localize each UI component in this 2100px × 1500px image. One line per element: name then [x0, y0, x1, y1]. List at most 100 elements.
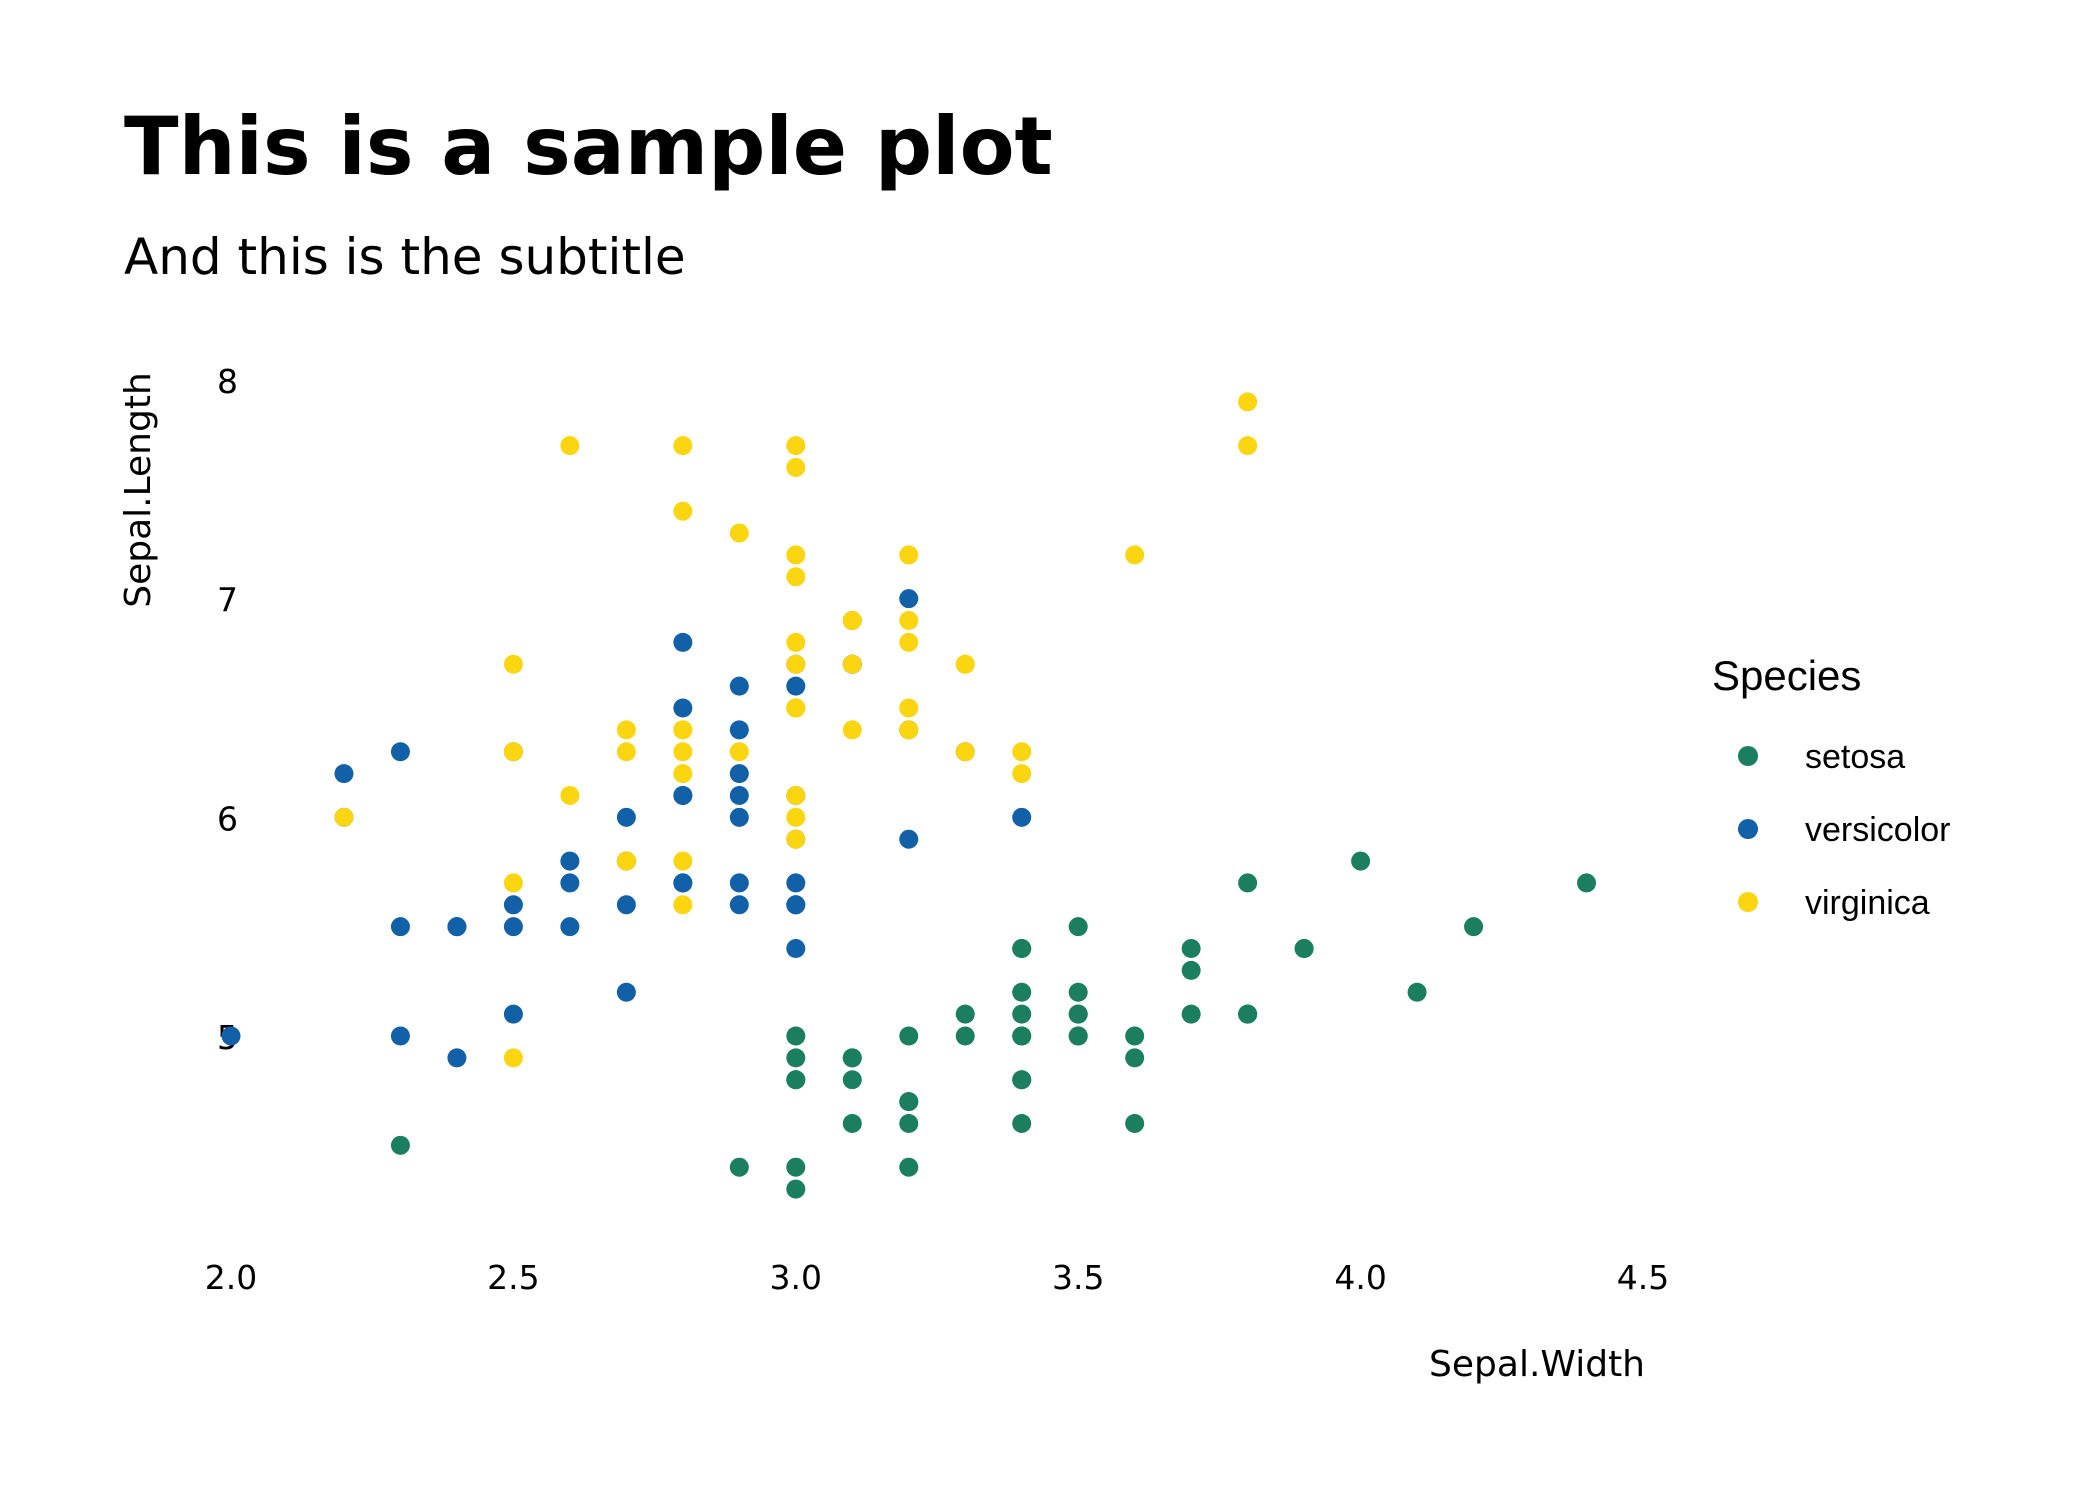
point-versicolor: [560, 873, 580, 893]
point-virginica: [786, 698, 806, 718]
point-virginica: [334, 807, 354, 827]
point-versicolor: [390, 742, 410, 762]
point-virginica: [955, 654, 975, 674]
point-setosa: [1351, 851, 1371, 871]
chart-title: This is a sample plot: [124, 100, 1053, 193]
point-virginica: [786, 829, 806, 849]
point-versicolor: [786, 939, 806, 959]
point-setosa: [1012, 1004, 1032, 1024]
point-versicolor: [447, 917, 467, 937]
point-setosa: [899, 1157, 919, 1177]
point-virginica: [503, 873, 523, 893]
point-setosa: [786, 1157, 806, 1177]
point-virginica: [786, 654, 806, 674]
y-tick-label: 8: [217, 362, 238, 401]
point-virginica: [786, 545, 806, 565]
legend-key-versicolor: [1738, 819, 1758, 839]
point-setosa: [1068, 1004, 1088, 1024]
legend-title: Species: [1712, 652, 1861, 699]
point-virginica: [899, 611, 919, 631]
point-virginica: [1238, 392, 1258, 412]
point-virginica: [842, 654, 862, 674]
y-tick-label: 7: [217, 581, 238, 620]
point-virginica: [786, 785, 806, 805]
x-axis: 2.0 2.5 3.0 3.5 4.0 4.5: [205, 1258, 1669, 1297]
series-versicolor: [221, 589, 1032, 1068]
x-tick-label: 3.5: [1052, 1258, 1104, 1297]
point-virginica: [673, 436, 693, 456]
point-virginica: [899, 545, 919, 565]
point-setosa: [1464, 917, 1484, 937]
point-versicolor: [616, 807, 636, 827]
point-setosa: [1238, 873, 1258, 893]
point-setosa: [729, 1157, 749, 1177]
point-setosa: [1238, 1004, 1258, 1024]
point-versicolor: [560, 851, 580, 871]
point-versicolor: [390, 917, 410, 937]
point-setosa: [899, 1026, 919, 1046]
point-virginica: [503, 1048, 523, 1068]
point-versicolor: [503, 917, 523, 937]
point-setosa: [1012, 939, 1032, 959]
x-tick-label: 3.0: [770, 1258, 822, 1297]
point-versicolor: [616, 982, 636, 1002]
point-setosa: [842, 1048, 862, 1068]
point-versicolor: [729, 676, 749, 696]
point-setosa: [390, 1135, 410, 1155]
point-versicolor: [786, 895, 806, 915]
x-axis-title: Sepal.Width: [1429, 1344, 1645, 1385]
point-virginica: [786, 567, 806, 587]
point-versicolor: [729, 720, 749, 740]
point-virginica: [673, 851, 693, 871]
point-virginica: [673, 720, 693, 740]
x-tick-label: 2.5: [487, 1258, 539, 1297]
series-setosa: [390, 851, 1597, 1199]
point-setosa: [1181, 939, 1201, 959]
point-versicolor: [1012, 807, 1032, 827]
point-virginica: [616, 742, 636, 762]
point-virginica: [786, 807, 806, 827]
point-setosa: [1012, 1113, 1032, 1133]
point-versicolor: [503, 1004, 523, 1024]
x-tick-label: 4.0: [1334, 1258, 1386, 1297]
point-versicolor: [729, 895, 749, 915]
point-setosa: [1125, 1026, 1145, 1046]
point-versicolor: [673, 698, 693, 718]
point-virginica: [560, 436, 580, 456]
legend-label-virginica: virginica: [1805, 884, 1930, 922]
point-setosa: [1012, 982, 1032, 1002]
point-versicolor: [729, 873, 749, 893]
point-virginica: [560, 785, 580, 805]
point-versicolor: [673, 873, 693, 893]
point-setosa: [786, 1026, 806, 1046]
point-setosa: [1068, 982, 1088, 1002]
point-setosa: [1068, 917, 1088, 937]
point-versicolor: [673, 785, 693, 805]
point-versicolor: [447, 1048, 467, 1068]
point-setosa: [1577, 873, 1597, 893]
point-setosa: [786, 1070, 806, 1090]
point-versicolor: [786, 676, 806, 696]
point-setosa: [955, 1026, 975, 1046]
point-versicolor: [729, 807, 749, 827]
point-versicolor: [899, 829, 919, 849]
point-versicolor: [221, 1026, 241, 1046]
point-virginica: [786, 457, 806, 477]
point-setosa: [1294, 939, 1314, 959]
legend-label-versicolor: versicolor: [1805, 811, 1950, 849]
x-tick-label: 2.0: [205, 1258, 257, 1297]
point-virginica: [673, 895, 693, 915]
point-virginica: [899, 698, 919, 718]
data-points: [221, 392, 1597, 1199]
series-virginica: [334, 392, 1258, 1068]
point-versicolor: [729, 785, 749, 805]
point-setosa: [1181, 960, 1201, 980]
legend-key-setosa: [1738, 746, 1758, 766]
point-versicolor: [899, 589, 919, 609]
point-virginica: [503, 654, 523, 674]
point-virginica: [673, 501, 693, 521]
point-setosa: [1125, 1048, 1145, 1068]
point-setosa: [1012, 1026, 1032, 1046]
point-virginica: [899, 720, 919, 740]
